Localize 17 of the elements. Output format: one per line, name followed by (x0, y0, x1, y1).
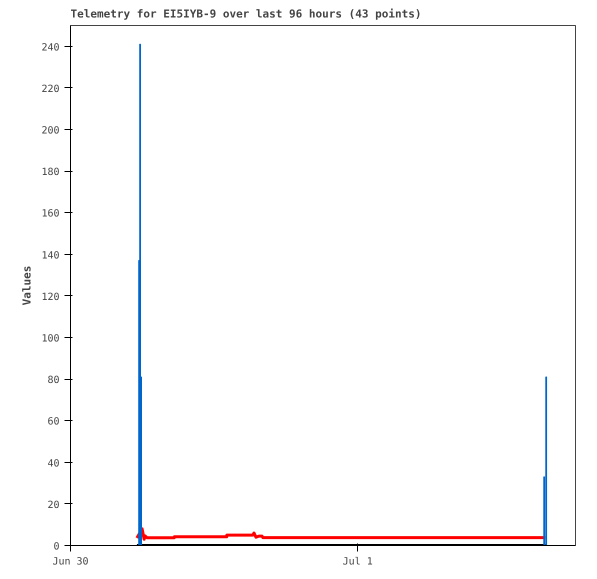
y-tick-label: 180 (41, 167, 60, 178)
y-tick-label: 220 (41, 84, 60, 95)
x-tick-label: Jul 1 (342, 556, 373, 568)
y-tick-label: 20 (47, 500, 60, 511)
y-tick-label: 40 (47, 458, 60, 470)
y-axis-title: Values (20, 266, 34, 306)
y-tick-label: 200 (41, 126, 60, 136)
y-tick-label: 80 (47, 375, 60, 386)
chart-title: Telemetry for EI5IYB-9 over last 96 hours (43 points) (70, 8, 422, 20)
x-tick-label: Jun 30 (52, 556, 89, 568)
y-tick-label: 100 (41, 334, 60, 344)
y-tick-label: 0 (53, 542, 60, 552)
y-tick-label: 140 (41, 250, 60, 262)
y-tick-label: 120 (41, 292, 60, 303)
y-tick-label: 240 (41, 42, 60, 54)
y-tick-label: 60 (47, 416, 60, 428)
y-tick-label: 160 (41, 208, 60, 220)
